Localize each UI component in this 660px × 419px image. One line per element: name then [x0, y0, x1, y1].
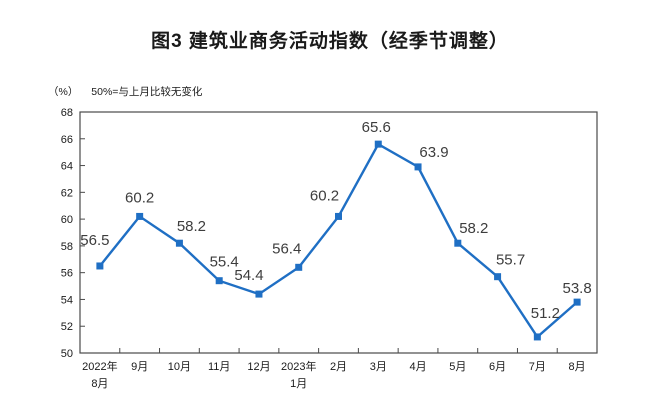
data-point-marker	[175, 239, 183, 247]
data-point-label: 56.4	[272, 240, 301, 257]
chart-subtitle: （%） 50%=与上月比较无变化	[48, 84, 202, 99]
y-tick-label: 64	[61, 161, 73, 173]
data-point-marker	[494, 273, 502, 281]
y-tick-label: 66	[61, 134, 73, 146]
data-point-marker	[454, 239, 462, 247]
axis-note: 50%=与上月比较无变化	[91, 86, 203, 98]
x-tick-label: 2月	[330, 361, 347, 373]
data-point-marker	[573, 298, 581, 306]
x-tick-label: 2022年	[82, 359, 117, 373]
x-tick-label: 2023年	[281, 359, 316, 373]
x-tick-label: 6月	[489, 361, 506, 373]
x-tick-label: 10月	[168, 361, 191, 373]
data-point-label: 53.8	[563, 280, 592, 297]
data-point-marker	[295, 263, 303, 271]
data-point-marker	[136, 212, 144, 220]
data-point-label: 51.2	[531, 305, 560, 322]
x-tick-label: 9月	[131, 361, 148, 373]
y-tick-label: 54	[61, 294, 73, 306]
series-line	[98, 142, 578, 339]
data-point-marker	[255, 290, 263, 298]
data-point-label: 55.7	[496, 252, 525, 269]
x-tick-label: 12月	[247, 361, 270, 373]
x-tick-label: 7月	[529, 361, 546, 373]
data-point-marker	[374, 140, 382, 148]
x-tick-label: 8月	[91, 378, 108, 390]
plot-frame	[79, 111, 598, 354]
x-tick-label: 5月	[449, 361, 466, 373]
data-point-label: 63.9	[419, 144, 448, 161]
chart-title: 图3 建筑业商务活动指数（经季节调整）	[151, 31, 509, 52]
data-point-marker	[335, 212, 342, 220]
y-tick-label: 50	[61, 348, 73, 360]
y-tick-label: 56	[61, 268, 73, 280]
x-tick-label: 8月	[569, 361, 586, 373]
y-tick-label: 58	[61, 241, 73, 253]
data-point-marker	[215, 277, 223, 285]
x-tick-label: 4月	[409, 361, 426, 373]
data-point-marker	[533, 333, 541, 341]
data-point-label: 65.6	[362, 119, 391, 136]
x-tick-label: 3月	[370, 361, 387, 373]
data-point-label: 60.2	[125, 189, 154, 206]
data-point-label: 58.2	[459, 220, 488, 237]
data-point-label: 54.4	[234, 267, 263, 284]
y-tick-label: 52	[61, 321, 73, 333]
data-point-marker	[96, 262, 104, 270]
data-point-label: 55.4	[210, 254, 239, 271]
y-tick-label: 62	[61, 187, 73, 199]
x-tick-label: 11月	[208, 361, 230, 373]
data-point-label: 60.2	[310, 187, 339, 204]
data-point-marker	[414, 163, 422, 171]
y-tick-label: 68	[61, 107, 73, 119]
x-tick-label: 1月	[290, 378, 307, 390]
y-tick-label: 60	[61, 214, 73, 226]
data-point-label: 56.5	[80, 232, 109, 249]
data-point-label: 58.2	[177, 218, 206, 235]
unit-label: （%）	[48, 86, 79, 98]
